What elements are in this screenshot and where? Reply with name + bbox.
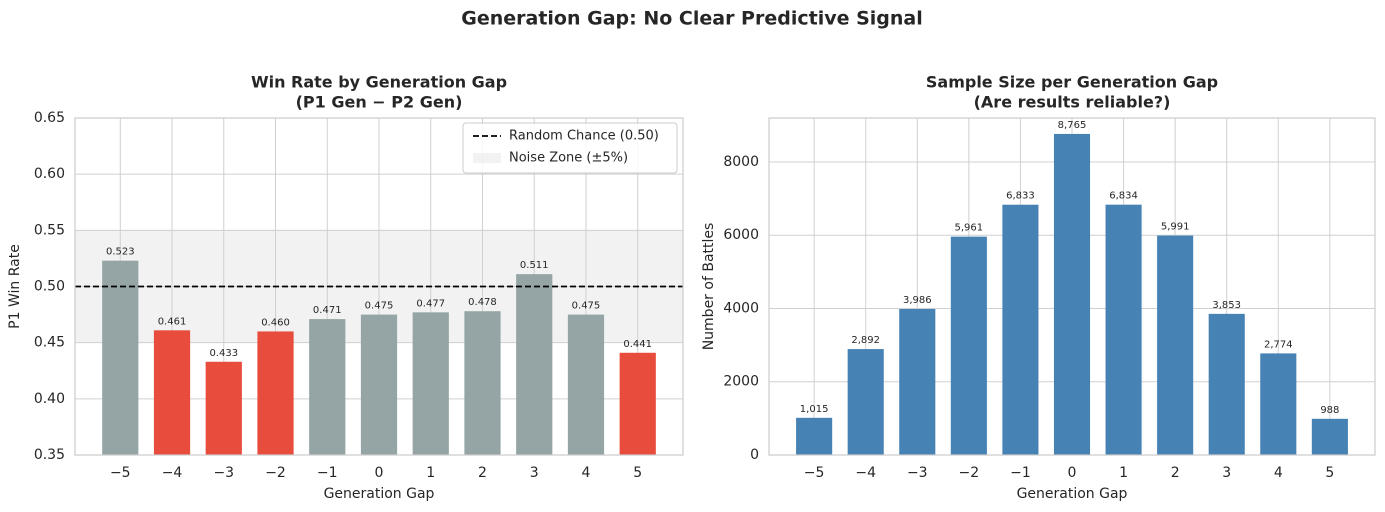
bar — [205, 361, 242, 455]
value-label: 8,765 — [1058, 120, 1087, 131]
chart-title: (Are results reliable?) — [974, 93, 1171, 112]
bar — [464, 311, 501, 455]
y-axis-label: P1 Win Rate — [7, 244, 23, 329]
y-tick-label: 0.40 — [34, 391, 65, 407]
value-label: 2,892 — [851, 335, 880, 346]
value-label: 5,961 — [955, 223, 984, 234]
bar — [1157, 235, 1194, 455]
value-label: 0.461 — [158, 316, 187, 327]
value-label: 1,015 — [800, 404, 829, 415]
x-tick-label: −1 — [317, 465, 338, 481]
x-tick-label: 4 — [1274, 465, 1283, 481]
x-tick-label: −3 — [213, 465, 234, 481]
value-label: 3,853 — [1212, 300, 1241, 311]
x-tick-label: 0 — [375, 465, 384, 481]
x-tick-label: 0 — [1068, 465, 1077, 481]
bar — [412, 312, 449, 455]
plot-frame — [74, 117, 684, 456]
x-tick-label: −4 — [162, 465, 183, 481]
bar — [847, 349, 884, 455]
legend-label: Random Chance (0.50) — [509, 129, 659, 144]
x-tick-label: 1 — [1119, 465, 1128, 481]
value-label: 0.477 — [416, 298, 445, 309]
figure-title: Generation Gap: No Clear Predictive Sign… — [461, 8, 923, 30]
value-label: 0.478 — [468, 297, 497, 308]
bar — [1105, 204, 1142, 455]
y-tick-label: 0.45 — [34, 335, 65, 351]
chart-title: Win Rate by Generation Gap — [251, 73, 507, 92]
y-tick-label: 0.60 — [34, 166, 65, 182]
plot-frame — [768, 117, 1376, 456]
chart-title: Sample Size per Generation Gap — [926, 73, 1218, 92]
value-label: 6,833 — [1006, 191, 1035, 202]
legend-box — [462, 122, 678, 174]
legend-label: Noise Zone (±5%) — [509, 151, 628, 166]
x-tick-label: −2 — [959, 465, 980, 481]
value-label: 0.471 — [313, 305, 342, 316]
value-label: 988 — [1320, 405, 1339, 416]
x-tick-label: −5 — [110, 465, 131, 481]
value-label: 0.475 — [365, 301, 394, 312]
bar — [1053, 133, 1091, 455]
bar — [1260, 353, 1297, 455]
bar — [257, 331, 294, 455]
x-tick-label: 3 — [1222, 465, 1231, 481]
value-label: 3,986 — [903, 295, 932, 306]
value-label: 6,834 — [1109, 191, 1138, 202]
x-tick-label: −5 — [804, 465, 825, 481]
value-label: 5,991 — [1161, 222, 1190, 233]
y-tick-label: 0 — [750, 447, 759, 463]
y-tick-label: 8000 — [723, 154, 759, 170]
x-tick-label: 5 — [633, 465, 642, 481]
value-label: 0.475 — [572, 301, 601, 312]
y-tick-label: 0.50 — [34, 279, 65, 295]
x-tick-label: 1 — [426, 465, 435, 481]
y-tick-label: 0.55 — [34, 222, 65, 238]
bar — [360, 314, 398, 455]
chart-title: (P1 Gen − P2 Gen) — [296, 93, 463, 112]
x-tick-label: −4 — [855, 465, 876, 481]
bar — [950, 236, 987, 455]
x-tick-label: −2 — [265, 465, 286, 481]
bar — [899, 308, 936, 455]
bar — [1208, 313, 1245, 455]
y-tick-label: 0.35 — [34, 447, 65, 463]
bar — [153, 330, 191, 455]
x-axis-label: Generation Gap — [324, 486, 435, 502]
bar — [309, 319, 346, 455]
value-label: 2,774 — [1264, 339, 1293, 350]
x-tick-label: 2 — [478, 465, 487, 481]
bar — [567, 314, 605, 455]
bar — [619, 352, 656, 455]
legend-swatch — [473, 153, 501, 163]
value-label: 0.460 — [261, 317, 290, 328]
x-tick-label: −3 — [907, 465, 928, 481]
y-tick-label: 2000 — [723, 374, 759, 390]
bar — [516, 274, 553, 455]
value-label: 0.511 — [520, 260, 549, 271]
bar — [1002, 204, 1039, 455]
y-tick-label: 0.65 — [34, 110, 65, 126]
x-tick-label: 4 — [582, 465, 591, 481]
value-label: 0.523 — [106, 247, 135, 258]
bar — [102, 260, 139, 455]
x-tick-label: 5 — [1325, 465, 1334, 481]
bar — [1311, 418, 1348, 455]
x-tick-label: 3 — [530, 465, 539, 481]
y-axis-label: Number of Battles — [701, 223, 717, 351]
value-label: 0.433 — [209, 348, 238, 359]
y-tick-label: 6000 — [723, 227, 759, 243]
x-tick-label: −1 — [1010, 465, 1031, 481]
x-axis-label: Generation Gap — [1017, 486, 1128, 502]
bar — [796, 417, 833, 455]
x-tick-label: 2 — [1171, 465, 1180, 481]
y-tick-label: 4000 — [723, 300, 759, 316]
value-label: 0.441 — [623, 339, 652, 350]
